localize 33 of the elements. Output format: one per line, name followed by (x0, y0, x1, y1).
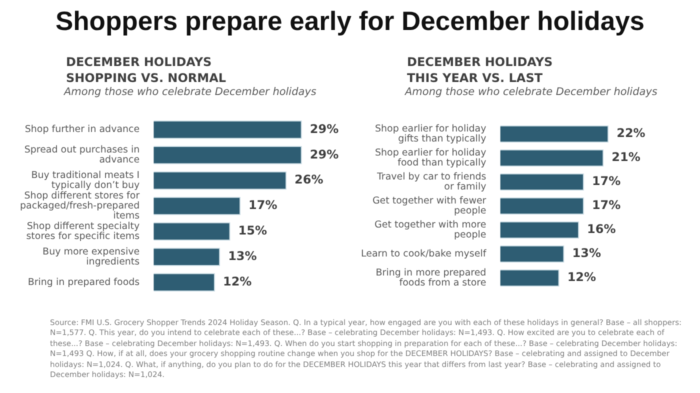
data-label: 16% (587, 222, 616, 236)
data-label: 13% (572, 246, 601, 260)
data-label: 22% (616, 126, 646, 140)
y-tick-label: Shop earlier for holiday gifts than typically (375, 123, 487, 144)
data-label: 15% (238, 224, 268, 238)
y-tick-label: Buy traditional meats I typically don’t buy (31, 170, 140, 192)
y-tick-label: Get together with more people (374, 219, 486, 240)
text: Shoppers prepare early for December holidays (54, 6, 646, 37)
data-label: 17% (592, 198, 621, 212)
data-label: 17% (248, 198, 278, 212)
data-label: 21% (612, 150, 640, 164)
y-tick-label: Bring in more prepared foods from a store (376, 268, 486, 288)
data-label: 29% (310, 147, 339, 162)
data-label: 26% (294, 172, 324, 187)
data-label: 13% (228, 248, 257, 263)
chart-title: DECEMBER HOLIDAYS THIS YEAR VS. LAST (407, 54, 554, 86)
y-tick-label: Bring in prepared foods (28, 276, 140, 288)
data-label: 12% (567, 270, 596, 284)
y-tick-label: Shop earlier for holiday food than typically (375, 147, 487, 168)
chart-subtitle: Among those who celebrate December holidays (405, 86, 658, 98)
y-tick-label: Shop further in advance (24, 124, 140, 136)
y-tick-label: Shop different specialty stores for specific items (26, 220, 140, 242)
chart-title: DECEMBER HOLIDAYS SHOPPING VS. NORMAL (66, 54, 228, 86)
data-label: 17% (592, 174, 621, 188)
y-tick-label: Learn to cook/bake myself (360, 248, 487, 260)
data-label: 12% (222, 274, 252, 288)
y-tick-label: Get together with fewer people (372, 195, 486, 216)
data-label: 29% (310, 122, 339, 136)
y-tick-label: Shop different stores for packaged/fresh-prepared items (20, 190, 140, 222)
chart-subtitle: Among those who celebrate December holidays (64, 86, 318, 98)
y-tick-label: Travel by car to friends or family (376, 171, 487, 192)
y-tick-label: Spread out purchases in advance (24, 144, 140, 166)
y-tick-label: Buy more expensive ingredients (42, 246, 140, 268)
